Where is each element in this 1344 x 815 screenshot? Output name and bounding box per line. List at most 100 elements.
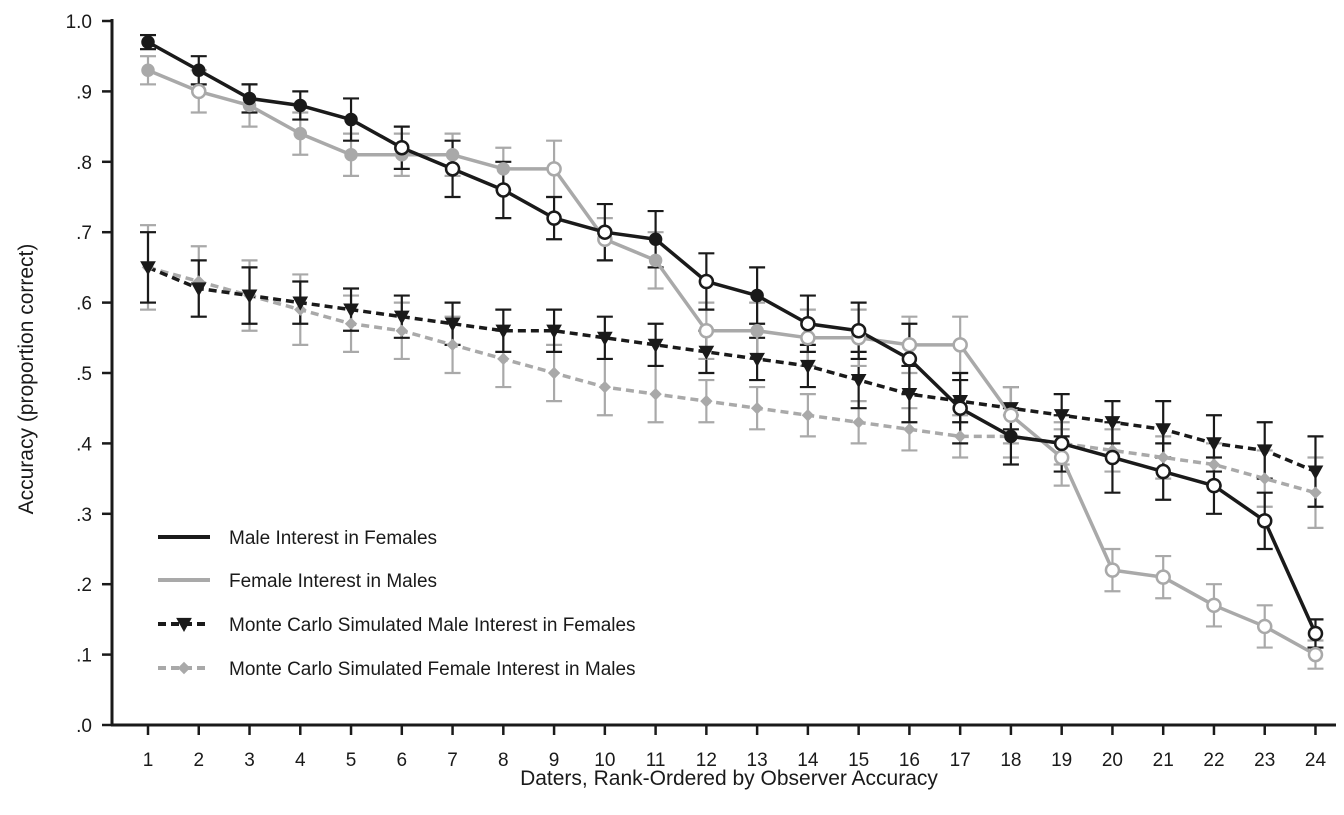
- y-tick-label: .7: [76, 223, 92, 244]
- data-point: [901, 351, 918, 367]
- data-point: [242, 91, 257, 106]
- data-point: [1053, 435, 1070, 452]
- data-point: [344, 317, 358, 330]
- data-point: [1104, 562, 1121, 578]
- data-point: [1155, 569, 1171, 585]
- data-point: [1155, 423, 1172, 438]
- data-point: [1104, 416, 1121, 431]
- data-point: [394, 139, 410, 156]
- y-tick-label: .9: [76, 82, 92, 103]
- x-axis-title: Daters, Rank-Ordered by Observer Accurac…: [520, 767, 938, 790]
- data-point: [1004, 429, 1018, 444]
- y-tick-label: .1: [76, 646, 92, 667]
- data-point: [293, 98, 308, 113]
- data-point: [648, 232, 663, 246]
- y-tick-label: .4: [76, 434, 92, 455]
- data-point: [850, 373, 867, 389]
- y-axis-title: Accuracy (proportion correct): [15, 244, 38, 515]
- data-point: [698, 323, 715, 339]
- data-point: [648, 253, 663, 268]
- legend-label: Monte Carlo Simulated Female Interest in…: [229, 659, 636, 680]
- data-point: [1206, 437, 1222, 452]
- data-point: [177, 661, 191, 675]
- data-point: [140, 261, 156, 276]
- series-markers: [140, 35, 1324, 663]
- x-tick-label: 18: [1000, 750, 1021, 771]
- y-tick-label: .6: [76, 294, 92, 315]
- x-tick-label: 20: [1102, 750, 1123, 771]
- x-tick-label: 2: [193, 750, 204, 771]
- data-point: [1307, 625, 1324, 642]
- data-point: [901, 388, 918, 403]
- y-tick-label: .8: [76, 153, 92, 174]
- data-point: [952, 400, 968, 416]
- data-point: [546, 161, 562, 177]
- y-tick-label: .3: [76, 505, 92, 526]
- data-point: [293, 126, 308, 141]
- series-line: [147, 265, 1317, 474]
- data-point: [547, 366, 561, 380]
- data-point: [801, 409, 815, 422]
- data-point: [1155, 463, 1171, 480]
- data-point: [596, 331, 613, 346]
- data-point: [1256, 618, 1273, 635]
- data-point: [1206, 597, 1222, 614]
- data-point: [1053, 449, 1070, 466]
- data-point: [141, 35, 155, 49]
- legend-label: Monte Carlo Simulated Male Interest in F…: [229, 615, 636, 636]
- legend-label: Female Interest in Males: [229, 571, 437, 592]
- data-point: [698, 273, 715, 290]
- x-tick-label: 5: [346, 750, 357, 771]
- data-point: [1156, 451, 1170, 464]
- data-point: [1307, 646, 1324, 663]
- data-point: [495, 324, 512, 339]
- x-tick-label: 16: [899, 750, 920, 771]
- x-tick-label: 23: [1254, 750, 1275, 771]
- data-point: [903, 423, 916, 436]
- x-tick-label: 1: [143, 750, 154, 771]
- y-tick-label: .0: [76, 716, 92, 737]
- x-tick-label: 19: [1051, 750, 1072, 771]
- x-tick-label: 13: [747, 750, 768, 771]
- data-point: [1104, 449, 1121, 466]
- data-point: [800, 359, 816, 374]
- data-point: [850, 323, 867, 339]
- legend-label: Male Interest in Females: [229, 528, 437, 549]
- data-point: [496, 162, 511, 176]
- y-tick-label: .5: [76, 364, 92, 385]
- x-tick-label: 6: [397, 750, 408, 771]
- data-point: [343, 303, 359, 318]
- x-tick-label: 9: [549, 750, 560, 771]
- data-point: [191, 83, 207, 100]
- x-tick-label: 21: [1153, 750, 1174, 771]
- data-point: [597, 224, 613, 240]
- x-tick-label: 15: [848, 750, 869, 771]
- x-tick-label: 24: [1305, 750, 1327, 771]
- data-point: [344, 112, 358, 127]
- data-point: [901, 337, 918, 353]
- series-line: [147, 68, 1317, 657]
- data-point: [750, 288, 764, 303]
- x-tick-label: 11: [646, 750, 666, 771]
- data-point: [444, 161, 461, 177]
- data-point: [176, 617, 192, 633]
- data-point: [241, 289, 258, 304]
- data-point: [190, 282, 207, 297]
- data-point: [395, 324, 409, 337]
- data-point: [749, 352, 765, 367]
- data-point: [698, 345, 715, 360]
- data-point: [1258, 472, 1271, 485]
- x-tick-label: 8: [498, 750, 509, 771]
- series-line: [147, 265, 1316, 495]
- x-tick-label: 12: [696, 750, 717, 771]
- series-lines: [147, 40, 1318, 657]
- data-point: [1256, 444, 1273, 459]
- y-tick-label: 1.0: [66, 12, 92, 33]
- x-tick-label: 4: [295, 750, 306, 771]
- axes: .0.1.2.3.4.5.6.7.8.91.01 2 3 4 5 6 7 8 9 10 11 12 13…: [66, 12, 1336, 771]
- x-tick-label: 7: [447, 750, 458, 771]
- data-point: [1053, 409, 1070, 424]
- data-point: [393, 310, 410, 325]
- data-point: [495, 182, 512, 198]
